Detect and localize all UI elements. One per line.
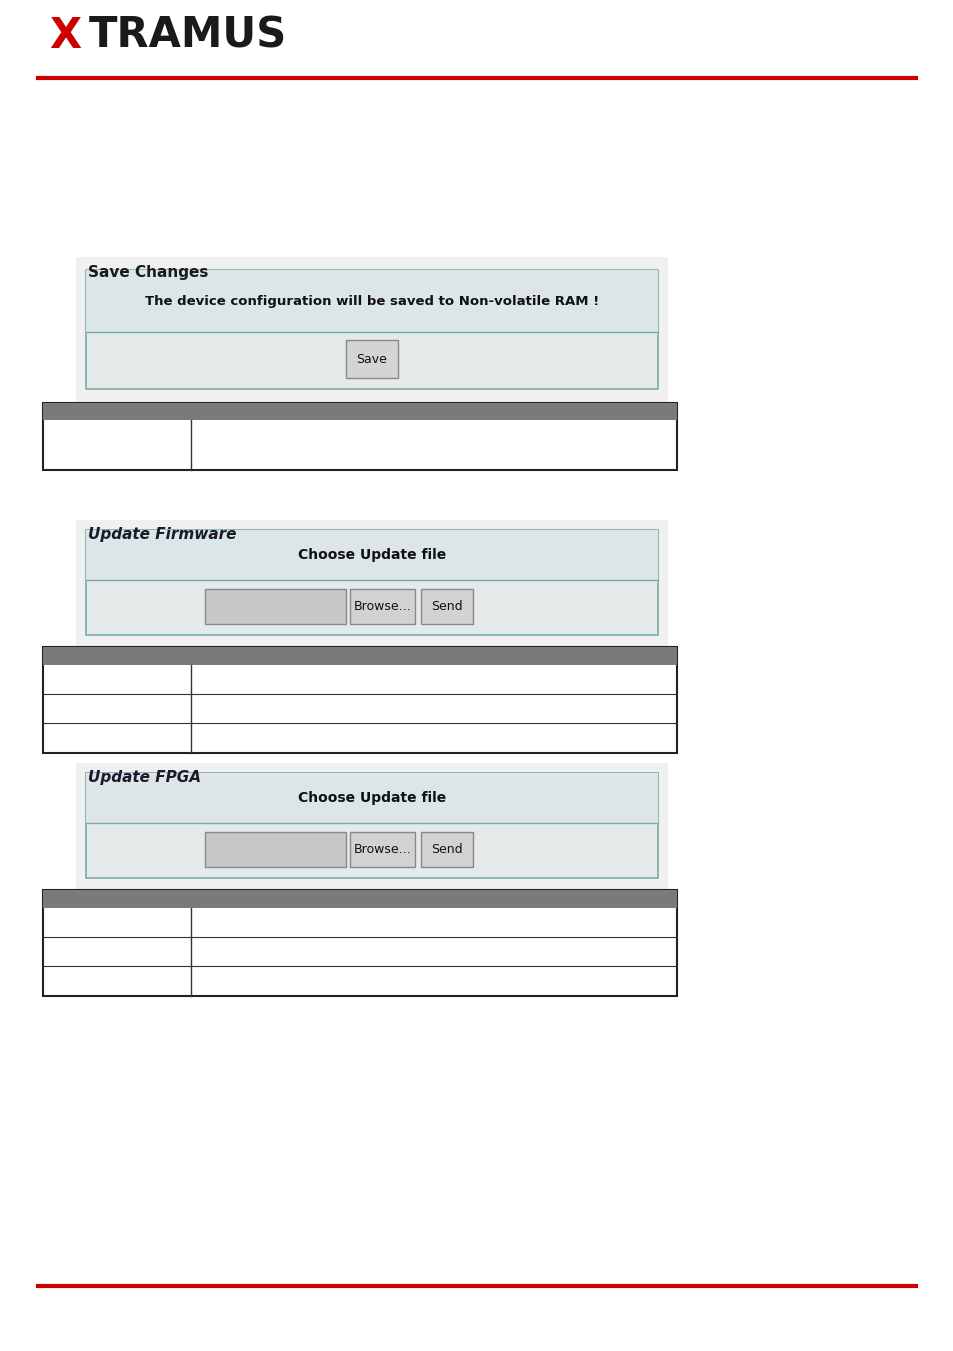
- Text: Choose Update file: Choose Update file: [297, 792, 446, 805]
- Bar: [420, 832, 473, 867]
- Bar: [76, 763, 667, 892]
- Text: Update FPGA: Update FPGA: [88, 770, 200, 785]
- Bar: [420, 589, 473, 624]
- Bar: [86, 773, 658, 878]
- Text: Save: Save: [356, 353, 387, 366]
- Bar: [345, 340, 397, 378]
- Bar: [350, 589, 415, 624]
- Text: Choose Update file: Choose Update file: [297, 549, 446, 562]
- Bar: [43, 403, 677, 420]
- Bar: [205, 832, 346, 867]
- Bar: [43, 890, 677, 996]
- Bar: [86, 270, 658, 332]
- Bar: [43, 890, 677, 908]
- Text: Browse...: Browse...: [354, 843, 411, 857]
- Text: The device configuration will be saved to Non-volatile RAM !: The device configuration will be saved t…: [145, 295, 598, 308]
- Bar: [86, 773, 658, 823]
- Bar: [76, 520, 667, 648]
- Text: Update Firmware: Update Firmware: [88, 527, 236, 542]
- Bar: [76, 257, 667, 405]
- Text: X: X: [50, 15, 82, 57]
- Text: Browse...: Browse...: [354, 600, 411, 613]
- Bar: [43, 403, 677, 470]
- Bar: [43, 647, 677, 665]
- Bar: [205, 589, 346, 624]
- Bar: [86, 270, 658, 389]
- Text: Save Changes: Save Changes: [88, 265, 208, 280]
- Text: Send: Send: [431, 843, 462, 857]
- Bar: [350, 832, 415, 867]
- Text: Send: Send: [431, 600, 462, 613]
- Bar: [43, 647, 677, 753]
- Text: TRAMUS: TRAMUS: [89, 15, 287, 57]
- Bar: [86, 530, 658, 635]
- Bar: [86, 530, 658, 580]
